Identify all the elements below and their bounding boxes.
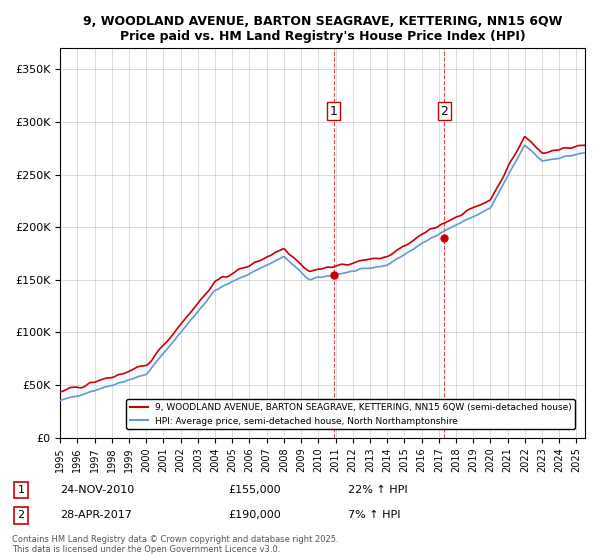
Text: Contains HM Land Registry data © Crown copyright and database right 2025.
This d: Contains HM Land Registry data © Crown c… bbox=[12, 535, 338, 554]
Title: 9, WOODLAND AVENUE, BARTON SEAGRAVE, KETTERING, NN15 6QW
Price paid vs. HM Land : 9, WOODLAND AVENUE, BARTON SEAGRAVE, KET… bbox=[83, 15, 562, 43]
Text: 2: 2 bbox=[440, 105, 448, 118]
Legend: 9, WOODLAND AVENUE, BARTON SEAGRAVE, KETTERING, NN15 6QW (semi-detached house), : 9, WOODLAND AVENUE, BARTON SEAGRAVE, KET… bbox=[126, 399, 575, 429]
Text: 28-APR-2017: 28-APR-2017 bbox=[60, 510, 132, 520]
Text: £190,000: £190,000 bbox=[228, 510, 281, 520]
Text: 2: 2 bbox=[17, 510, 25, 520]
Text: £155,000: £155,000 bbox=[228, 485, 281, 495]
Text: 7% ↑ HPI: 7% ↑ HPI bbox=[348, 510, 401, 520]
Text: 24-NOV-2010: 24-NOV-2010 bbox=[60, 485, 134, 495]
Text: 1: 1 bbox=[330, 105, 338, 118]
Text: 22% ↑ HPI: 22% ↑ HPI bbox=[348, 485, 407, 495]
Text: 1: 1 bbox=[17, 485, 25, 495]
